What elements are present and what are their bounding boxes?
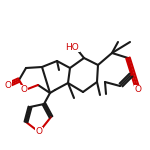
Text: O: O xyxy=(4,81,12,90)
Text: O: O xyxy=(135,85,141,94)
Text: O: O xyxy=(21,85,27,94)
Text: HO: HO xyxy=(65,42,79,51)
Text: O: O xyxy=(36,128,42,136)
